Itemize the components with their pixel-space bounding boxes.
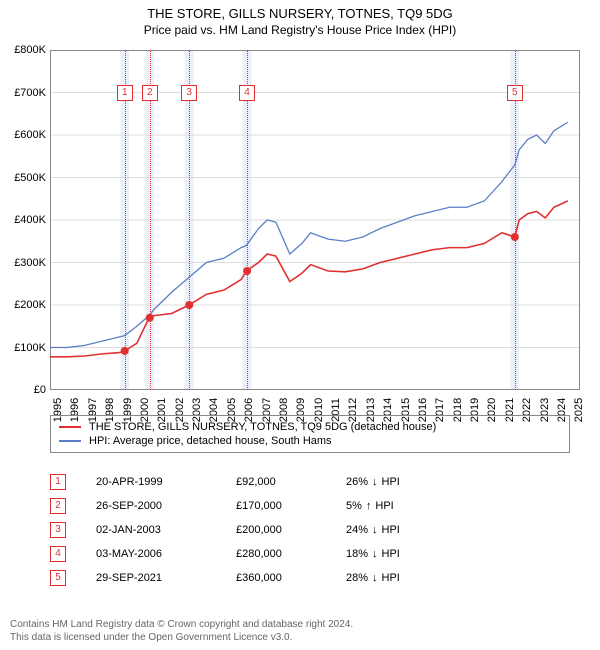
legend-box: THE STORE, GILLS NURSERY, TOTNES, TQ9 5D… bbox=[50, 415, 570, 453]
footer-line-2: This data is licensed under the Open Gov… bbox=[10, 631, 353, 644]
legend-row: HPI: Average price, detached house, Sout… bbox=[59, 434, 561, 448]
transaction-row: 2 26-SEP-2000£170,0005% ↑ HPI bbox=[50, 494, 466, 518]
transaction-row: 1 20-APR-1999£92,00026% ↓ HPI bbox=[50, 470, 466, 494]
legend-row: THE STORE, GILLS NURSERY, TOTNES, TQ9 5D… bbox=[59, 420, 561, 434]
flag-number-box: 5 bbox=[507, 85, 523, 101]
tx-diff: 24% ↓ HPI bbox=[346, 524, 466, 536]
legend-swatch bbox=[59, 440, 81, 442]
flag-line bbox=[247, 50, 248, 390]
flag-number-box: 3 bbox=[181, 85, 197, 101]
tx-date: 20-APR-1999 bbox=[96, 476, 236, 488]
y-tick-label: £800K bbox=[14, 44, 50, 56]
tx-diff: 5% ↑ HPI bbox=[346, 500, 466, 512]
arrow-down-icon: ↓ bbox=[372, 548, 378, 560]
tx-date: 02-JAN-2003 bbox=[96, 524, 236, 536]
tx-price: £92,000 bbox=[236, 476, 346, 488]
tx-number-box: 4 bbox=[50, 546, 66, 562]
legend-swatch bbox=[59, 426, 81, 428]
flag-number-box: 2 bbox=[142, 85, 158, 101]
flag-number-box: 4 bbox=[239, 85, 255, 101]
tx-number-box: 5 bbox=[50, 570, 66, 586]
chart-svg bbox=[50, 50, 580, 390]
chart-title: THE STORE, GILLS NURSERY, TOTNES, TQ9 5D… bbox=[0, 0, 600, 21]
y-tick-label: £100K bbox=[14, 342, 50, 354]
tx-diff: 28% ↓ HPI bbox=[346, 572, 466, 584]
y-tick-label: £600K bbox=[14, 129, 50, 141]
chart-plot-area: £0£100K£200K£300K£400K£500K£600K£700K£80… bbox=[50, 50, 580, 390]
arrow-down-icon: ↓ bbox=[372, 524, 378, 536]
transaction-row: 4 03-MAY-2006£280,00018% ↓ HPI bbox=[50, 542, 466, 566]
footer-text: Contains HM Land Registry data © Crown c… bbox=[10, 618, 353, 644]
y-tick-label: £0 bbox=[34, 384, 50, 396]
flag-number-box: 1 bbox=[117, 85, 133, 101]
chart-subtitle: Price paid vs. HM Land Registry's House … bbox=[0, 21, 600, 37]
tx-date: 26-SEP-2000 bbox=[96, 500, 236, 512]
tx-diff: 18% ↓ HPI bbox=[346, 548, 466, 560]
y-tick-label: £200K bbox=[14, 299, 50, 311]
footer-line-1: Contains HM Land Registry data © Crown c… bbox=[10, 618, 353, 631]
legend-label: THE STORE, GILLS NURSERY, TOTNES, TQ9 5D… bbox=[89, 421, 436, 433]
arrow-down-icon: ↓ bbox=[372, 476, 378, 488]
flag-line bbox=[189, 50, 190, 390]
tx-number-box: 2 bbox=[50, 498, 66, 514]
x-tick-label: 2025 bbox=[574, 398, 586, 422]
transaction-row: 5 29-SEP-2021£360,00028% ↓ HPI bbox=[50, 566, 466, 590]
y-tick-label: £500K bbox=[14, 172, 50, 184]
flag-line bbox=[515, 50, 516, 390]
tx-price: £200,000 bbox=[236, 524, 346, 536]
tx-price: £170,000 bbox=[236, 500, 346, 512]
tx-price: £360,000 bbox=[236, 572, 346, 584]
tx-date: 29-SEP-2021 bbox=[96, 572, 236, 584]
y-tick-label: £300K bbox=[14, 257, 50, 269]
legend-label: HPI: Average price, detached house, Sout… bbox=[89, 435, 332, 447]
transaction-table: 1 20-APR-1999£92,00026% ↓ HPI 2 26-SEP-2000… bbox=[50, 470, 466, 590]
flag-line bbox=[125, 50, 126, 390]
flag-line bbox=[150, 50, 151, 390]
tx-date: 03-MAY-2006 bbox=[96, 548, 236, 560]
tx-price: £280,000 bbox=[236, 548, 346, 560]
tx-number-box: 1 bbox=[50, 474, 66, 490]
transaction-row: 3 02-JAN-2003£200,00024% ↓ HPI bbox=[50, 518, 466, 542]
arrow-down-icon: ↓ bbox=[372, 572, 378, 584]
tx-diff: 26% ↓ HPI bbox=[346, 476, 466, 488]
tx-number-box: 3 bbox=[50, 522, 66, 538]
y-tick-label: £700K bbox=[14, 87, 50, 99]
arrow-up-icon: ↑ bbox=[366, 500, 372, 512]
y-tick-label: £400K bbox=[14, 214, 50, 226]
